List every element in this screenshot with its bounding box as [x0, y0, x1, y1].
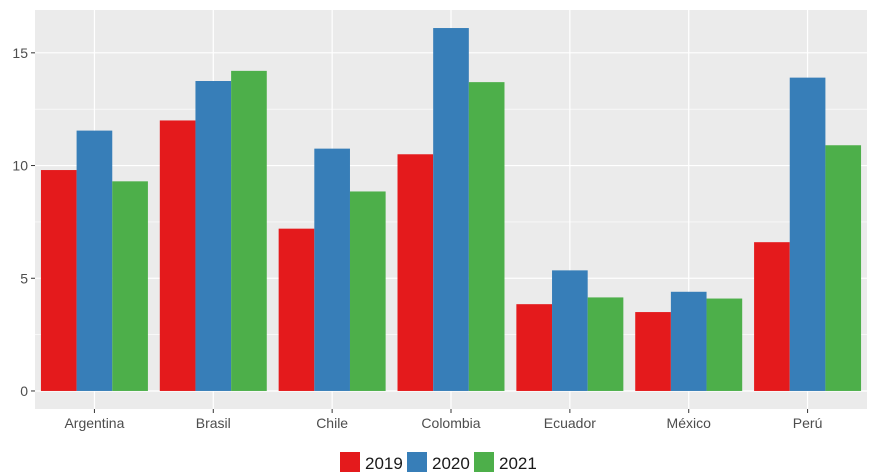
x-tick-label: Perú — [793, 415, 823, 431]
legend-label-2019: 2019 — [365, 454, 403, 473]
bar-2019-méxico — [635, 312, 671, 391]
x-tick-label: Ecuador — [544, 415, 596, 431]
x-tick-label: Chile — [316, 415, 348, 431]
bar-2021-chile — [349, 191, 386, 391]
bar-2020-ecuador — [552, 270, 588, 391]
x-tick-label: Argentina — [64, 415, 124, 431]
bar-2019-argentina — [40, 170, 77, 391]
bar-2021-argentina — [112, 181, 148, 391]
bar-2020-perú — [789, 77, 826, 391]
bars — [40, 28, 862, 391]
bar-2019-colombia — [397, 154, 434, 391]
bar-2020-argentina — [76, 130, 113, 391]
legend: 2019 2020 2021 — [340, 452, 537, 473]
bar-2021-ecuador — [587, 297, 624, 391]
legend-label-2020: 2020 — [432, 454, 470, 473]
y-tick-label: 10 — [12, 158, 28, 174]
bar-2020-colombia — [433, 28, 469, 391]
legend-label-2021: 2021 — [499, 454, 537, 473]
bar-2020-méxico — [670, 291, 707, 391]
y-tick-label: 0 — [20, 383, 28, 399]
legend-key-2020 — [407, 452, 427, 472]
y-tick-label: 15 — [12, 45, 28, 61]
y-tick-label: 5 — [20, 270, 28, 286]
bar-2021-méxico — [706, 298, 743, 391]
x-tick-label: México — [667, 415, 712, 431]
bar-2019-chile — [278, 228, 315, 391]
x-axis: Argentina Brasil Chile Colombia Ecuador Méxic… — [64, 409, 822, 431]
legend-key-2019 — [340, 452, 360, 472]
x-tick-label: Brasil — [196, 415, 231, 431]
bar-2019-brasil — [159, 120, 196, 391]
bar-2020-brasil — [195, 81, 232, 391]
bar-2021-perú — [825, 145, 862, 391]
bar-2020-chile — [314, 148, 350, 391]
y-axis: 0 5 10 15 — [12, 45, 35, 399]
legend-key-2021 — [474, 452, 494, 472]
x-tick-label: Colombia — [421, 415, 480, 431]
bar-2019-ecuador — [516, 304, 553, 391]
bar-2021-colombia — [468, 82, 505, 391]
bar-2021-brasil — [231, 70, 267, 391]
bar-2019-perú — [754, 242, 790, 391]
